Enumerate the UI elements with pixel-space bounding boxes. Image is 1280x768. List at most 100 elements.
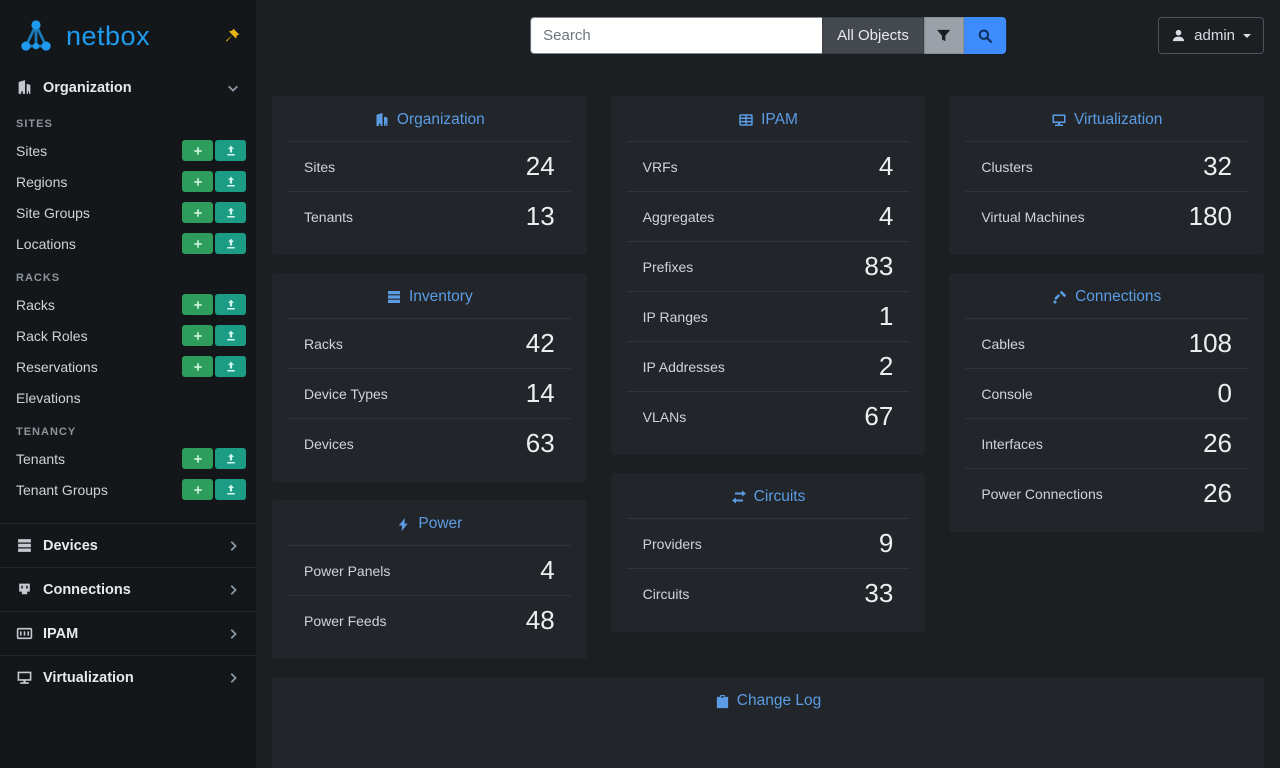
stat-value[interactable]: 26 — [1203, 478, 1233, 508]
stat-label[interactable]: Prefixes — [642, 258, 694, 275]
section-label: Virtualization — [43, 669, 134, 686]
stat-label[interactable]: Aggregates — [642, 208, 715, 225]
card-title-link[interactable]: Connections — [1075, 288, 1162, 305]
card-title-link[interactable]: Organization — [396, 111, 485, 128]
stat-value[interactable]: 4 — [540, 555, 555, 585]
filter-icon[interactable] — [923, 17, 964, 54]
search-input[interactable] — [530, 17, 823, 54]
card-title: Change Log — [288, 677, 1248, 722]
import-icon[interactable] — [215, 479, 246, 500]
stat-value[interactable]: 108 — [1188, 328, 1233, 358]
stat-value[interactable]: 0 — [1217, 378, 1233, 408]
stat-value[interactable]: 42 — [525, 328, 555, 358]
card-title-link[interactable]: Power — [418, 515, 463, 532]
card-title-link[interactable]: IPAM — [761, 111, 798, 128]
stat-label[interactable]: Sites — [304, 158, 336, 175]
add-icon[interactable] — [182, 356, 213, 377]
stat-label[interactable]: Circuits — [642, 585, 690, 602]
add-icon[interactable] — [182, 448, 213, 469]
stat-label[interactable]: VRFs — [642, 158, 678, 175]
stat-value[interactable]: 14 — [525, 378, 555, 408]
card-title-link[interactable]: Virtualization — [1073, 111, 1163, 128]
stat-value[interactable]: 4 — [878, 151, 894, 181]
building-icon — [16, 79, 33, 96]
stat-value[interactable]: 83 — [864, 251, 894, 281]
import-icon[interactable] — [215, 171, 246, 192]
sidebar-section-connections[interactable]: Connections — [0, 567, 256, 611]
import-icon[interactable] — [215, 202, 246, 223]
sidebar-item-elevations[interactable]: Elevations — [0, 382, 256, 413]
stat-value[interactable]: 180 — [1188, 201, 1233, 231]
stat-label[interactable]: Device Types — [304, 385, 388, 402]
add-icon[interactable] — [182, 325, 213, 346]
stat-value[interactable]: 48 — [525, 605, 555, 635]
card-title-link[interactable]: Change Log — [736, 692, 822, 709]
add-icon[interactable] — [182, 479, 213, 500]
stat-label[interactable]: VLANs — [642, 408, 687, 425]
card-title-link[interactable]: Inventory — [408, 288, 473, 305]
stat-label[interactable]: Cables — [981, 335, 1025, 352]
stat-value[interactable]: 33 — [864, 578, 894, 608]
import-icon[interactable] — [215, 294, 246, 315]
add-icon[interactable] — [182, 171, 213, 192]
stat-value[interactable]: 32 — [1203, 151, 1233, 181]
sidebar-item-sites[interactable]: Sites — [0, 135, 256, 166]
user-menu-button[interactable]: admin — [1158, 17, 1264, 54]
stat-label[interactable]: Interfaces — [981, 435, 1043, 452]
sidebar-item-locations[interactable]: Locations — [0, 228, 256, 259]
stat-label[interactable]: Virtual Machines — [981, 208, 1085, 225]
add-icon[interactable] — [182, 202, 213, 223]
import-icon[interactable] — [215, 448, 246, 469]
stat-label[interactable]: Racks — [304, 335, 343, 352]
sidebar-section-devices[interactable]: Devices — [0, 523, 256, 567]
sidebar-item-tenant-groups[interactable]: Tenant Groups — [0, 474, 256, 505]
sidebar-item-label: Elevations — [16, 389, 81, 406]
pin-icon[interactable] — [222, 26, 242, 46]
sidebar-section-organization[interactable]: Organization — [0, 70, 256, 105]
stat-value[interactable]: 24 — [525, 151, 555, 181]
stat-label[interactable]: Power Feeds — [304, 612, 387, 629]
import-icon[interactable] — [215, 325, 246, 346]
sidebar-item-site-groups[interactable]: Site Groups — [0, 197, 256, 228]
stat-value[interactable]: 26 — [1203, 428, 1233, 458]
stat-label[interactable]: IP Ranges — [642, 308, 708, 325]
stat-label[interactable]: Devices — [304, 435, 354, 452]
stat-value[interactable]: 1 — [878, 301, 894, 331]
card-title-link[interactable]: Circuits — [753, 488, 806, 505]
add-icon[interactable] — [182, 140, 213, 161]
search-scope-button[interactable]: All Objects — [822, 17, 924, 54]
stat-label[interactable]: Clusters — [981, 158, 1033, 175]
import-icon[interactable] — [215, 233, 246, 254]
item-actions — [182, 294, 246, 315]
add-icon[interactable] — [182, 294, 213, 315]
stat-label[interactable]: Tenants — [304, 208, 354, 225]
search-icon[interactable] — [963, 17, 1006, 54]
stat-value[interactable]: 67 — [864, 401, 894, 431]
sidebar-section-virtualization[interactable]: Virtualization — [0, 655, 256, 699]
sidebar-section-ipam[interactable]: IPAM — [0, 611, 256, 655]
dashboard-column-3: Virtualization Clusters 32 Virtual Machi… — [949, 96, 1265, 659]
add-icon[interactable] — [182, 233, 213, 254]
stat-label[interactable]: Providers — [642, 535, 702, 552]
stat-label[interactable]: Power Connections — [981, 485, 1103, 502]
stat-value[interactable]: 13 — [525, 201, 555, 231]
import-icon[interactable] — [215, 356, 246, 377]
sidebar-item-racks[interactable]: Racks — [0, 289, 256, 320]
stat-value[interactable]: 4 — [878, 201, 894, 231]
grid-icon — [738, 112, 754, 128]
stat-label[interactable]: IP Addresses — [642, 358, 725, 375]
stat-value[interactable]: 63 — [525, 428, 555, 458]
sidebar-item-reservations[interactable]: Reservations — [0, 351, 256, 382]
sidebar-item-rack-roles[interactable]: Rack Roles — [0, 320, 256, 351]
item-actions — [182, 325, 246, 346]
brand[interactable]: netbox — [0, 0, 256, 70]
card-title: Virtualization — [965, 96, 1248, 141]
stat-label[interactable]: Power Panels — [304, 562, 391, 579]
stat-value[interactable]: 9 — [878, 528, 894, 558]
stat-label[interactable]: Console — [981, 385, 1033, 402]
chevron-right-icon — [226, 539, 240, 553]
sidebar-item-regions[interactable]: Regions — [0, 166, 256, 197]
import-icon[interactable] — [215, 140, 246, 161]
stat-value[interactable]: 2 — [878, 351, 894, 381]
sidebar-item-tenants[interactable]: Tenants — [0, 443, 256, 474]
